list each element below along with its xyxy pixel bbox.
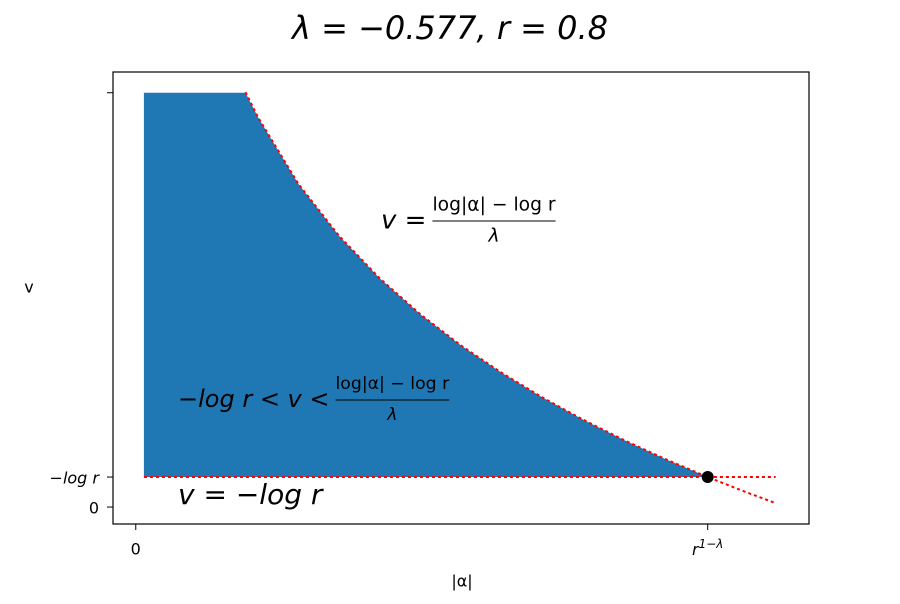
curve-label-numerator: log|α| − log r (432, 195, 555, 216)
x-tick-label-sup: 1−λ (699, 537, 724, 551)
curve-label-denominator: λ (487, 226, 499, 247)
x-axis-label: |α| (451, 572, 472, 591)
y-axis-label: v (24, 278, 33, 297)
x-tick-label-base: r (692, 540, 700, 559)
y-tick-label: −log r (50, 469, 101, 488)
intersection-point (701, 471, 714, 484)
boundary-curve (244, 91, 777, 505)
x-tick-label: r1−λ (692, 537, 723, 559)
region-label-denominator: λ (386, 405, 397, 425)
curve-label-lhs: v = (381, 206, 426, 236)
plot-frame (112, 71, 810, 525)
region-label-numerator: log|α| − log r (336, 374, 451, 394)
y-tick-label: 0 (89, 499, 99, 518)
feasible-region (143, 92, 708, 478)
region-label-lhs: −log r < v < (178, 385, 330, 413)
floor-label: v = −log r (178, 478, 324, 511)
x-tick-label: 0 (131, 540, 141, 559)
chart-title: λ = −0.577, r = 0.8 (290, 9, 608, 47)
